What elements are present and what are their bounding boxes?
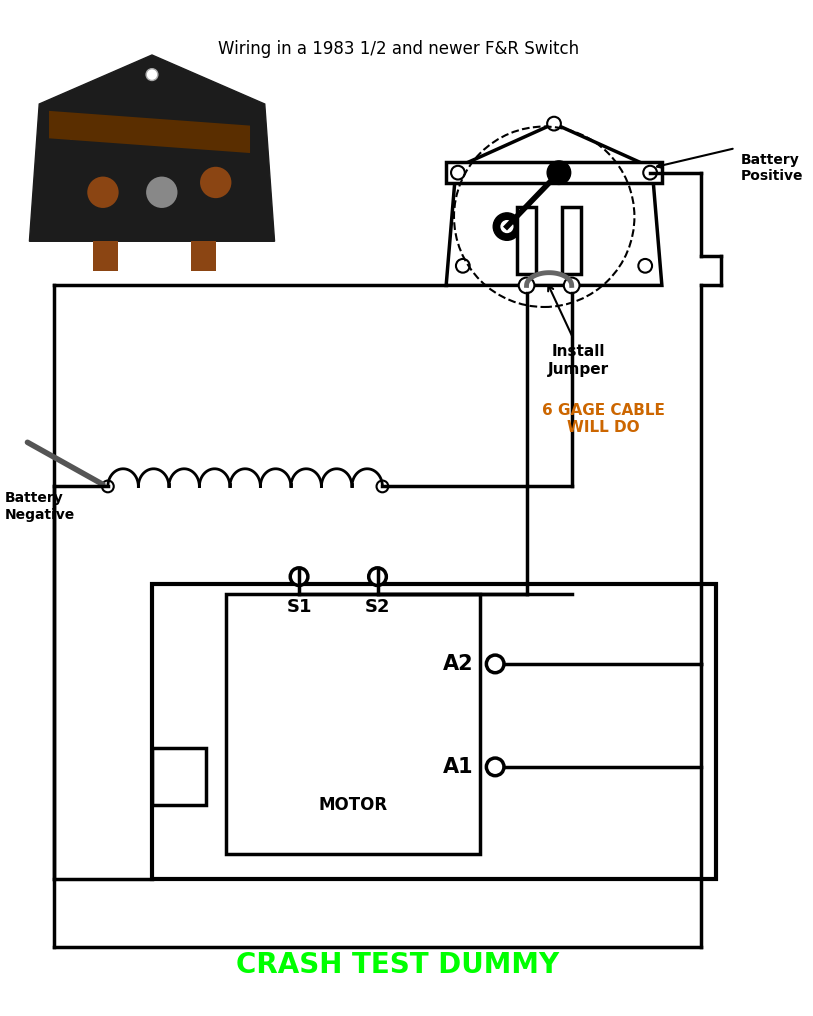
Text: Battery
Negative: Battery Negative <box>5 492 75 521</box>
Text: Install
Jumper: Install Jumper <box>548 344 609 377</box>
Circle shape <box>224 128 237 139</box>
Circle shape <box>290 568 308 585</box>
Bar <box>517 207 537 273</box>
Text: S2: S2 <box>365 598 390 617</box>
Circle shape <box>486 758 504 775</box>
Text: Battery
Positive: Battery Positive <box>741 153 802 183</box>
Bar <box>191 241 215 270</box>
Circle shape <box>87 177 119 208</box>
Bar <box>562 207 581 273</box>
Bar <box>446 162 662 184</box>
Circle shape <box>146 69 158 80</box>
Text: Wiring in a 1983 1/2 and newer F&R Switch: Wiring in a 1983 1/2 and newer F&R Switc… <box>218 41 579 58</box>
Text: CRASH TEST DUMMY: CRASH TEST DUMMY <box>237 951 559 979</box>
Circle shape <box>368 568 386 585</box>
Bar <box>93 241 118 270</box>
Circle shape <box>486 655 504 673</box>
Text: MOTOR: MOTOR <box>319 797 388 814</box>
Circle shape <box>547 161 571 185</box>
Circle shape <box>501 220 513 233</box>
Circle shape <box>547 117 561 130</box>
Text: S1: S1 <box>286 598 312 617</box>
Polygon shape <box>29 55 275 241</box>
Circle shape <box>643 166 657 180</box>
Circle shape <box>493 213 520 241</box>
Circle shape <box>146 177 177 208</box>
Text: 6 GAGE CABLE
WILL DO: 6 GAGE CABLE WILL DO <box>541 403 664 436</box>
Bar <box>152 748 206 805</box>
Circle shape <box>376 481 389 493</box>
Circle shape <box>102 481 114 493</box>
Circle shape <box>638 259 652 272</box>
Polygon shape <box>49 111 250 153</box>
Bar <box>225 594 480 854</box>
Circle shape <box>67 128 80 139</box>
Text: A2: A2 <box>443 654 474 674</box>
Circle shape <box>519 277 534 294</box>
Bar <box>152 584 715 879</box>
Circle shape <box>456 259 470 272</box>
Circle shape <box>564 277 580 294</box>
Circle shape <box>200 167 232 198</box>
Text: A1: A1 <box>443 757 474 777</box>
Circle shape <box>451 166 465 180</box>
